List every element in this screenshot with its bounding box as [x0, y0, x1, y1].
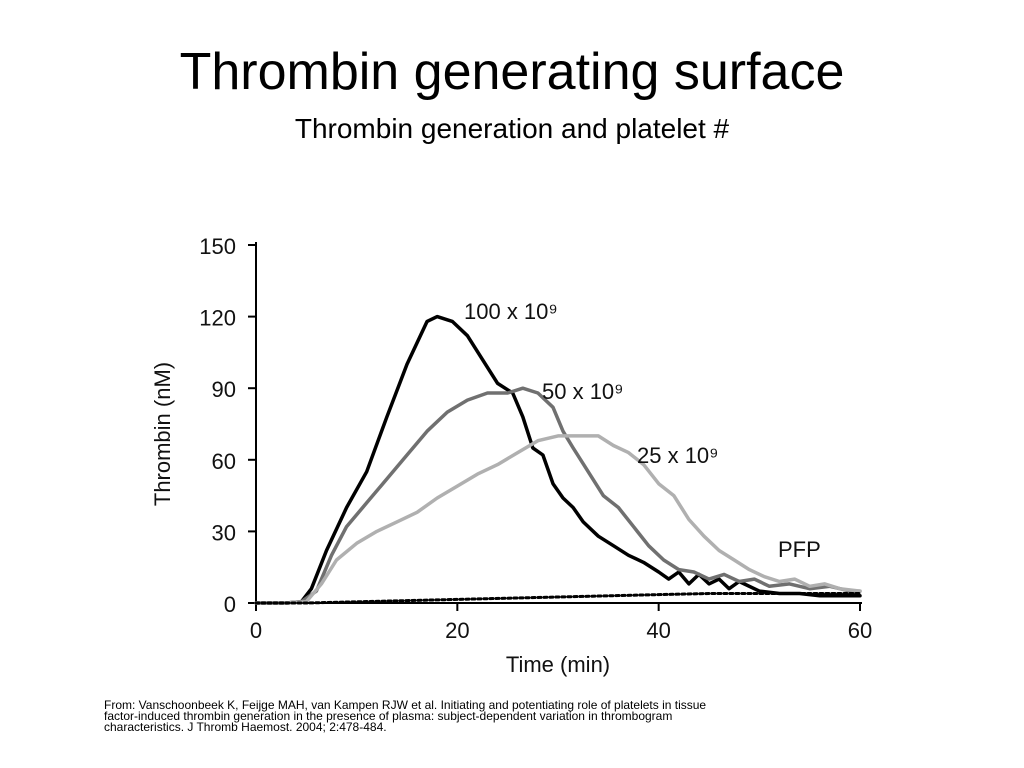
y-tick-label: 120 — [199, 306, 236, 331]
slide-title: Thrombin generating surface — [179, 43, 845, 101]
citation-line: factor-induced thrombin generation in th… — [104, 709, 673, 723]
x-tick-label: 40 — [646, 618, 670, 643]
series-line-3 — [254, 592, 862, 605]
y-tick-label: 60 — [212, 449, 236, 474]
series-line-1 — [254, 386, 862, 605]
citation: From: Vanschoonbeek K, Feijge MAH, van K… — [104, 698, 864, 734]
x-tick-label: 60 — [848, 618, 872, 643]
x-axis-title: Time (min) — [506, 652, 610, 677]
series-label: 100 x 10⁹ — [464, 299, 558, 324]
citation-line: characteristics. J Thromb Haemost. 2004;… — [104, 720, 387, 734]
series-line-2 — [254, 434, 862, 605]
y-tick-label: 150 — [199, 234, 236, 259]
series-line-0 — [254, 314, 862, 605]
y-tick-label: 90 — [212, 377, 236, 402]
x-tick-label: 0 — [250, 618, 262, 643]
series-label: PFP — [778, 537, 821, 562]
series-label: 50 x 10⁹ — [542, 379, 624, 404]
slide-subtitle: Thrombin generation and platelet # — [294, 113, 730, 144]
y-tick-label: 30 — [212, 520, 236, 545]
y-axis-title: Thrombin (nM) — [150, 362, 175, 506]
x-tick-label: 20 — [445, 618, 469, 643]
y-tick-label: 0 — [224, 592, 236, 617]
series-label: 25 x 10⁹ — [637, 443, 719, 468]
citation-line: From: Vanschoonbeek K, Feijge MAH, van K… — [104, 698, 707, 712]
